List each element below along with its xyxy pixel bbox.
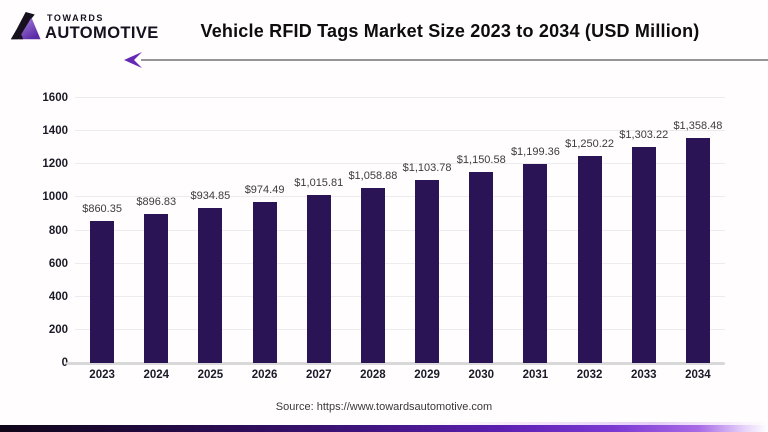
- y-axis: 0 200 400 600 800 1000 1200 1400 1600: [18, 92, 68, 369]
- bar-value-label: $1,058.88: [348, 169, 398, 182]
- bar-value-label: $1,303.22: [619, 129, 669, 142]
- bar-value-label: $974.49: [244, 183, 285, 196]
- bar: [469, 172, 494, 363]
- gridline: [75, 262, 725, 264]
- page-title: Vehicle RFID Tags Market Size 2023 to 20…: [200, 21, 700, 41]
- y-tick-label: 400: [48, 290, 68, 303]
- gridline: [75, 97, 725, 98]
- x-tick-label: 2033: [630, 369, 657, 381]
- bar: [360, 187, 385, 363]
- x-axis: 2023 2024 2025 2026 2027 2028 2029 2030 2031 2032…: [75, 369, 725, 387]
- gridline: [75, 196, 725, 198]
- y-tick-label: 1400: [42, 125, 68, 138]
- bar-value-label: $896.83: [136, 196, 177, 209]
- bar-value-label: $1,103.78: [402, 162, 452, 175]
- y-tick-label: 1200: [42, 158, 68, 171]
- y-tick-label: 1000: [42, 191, 68, 204]
- bar: [144, 214, 169, 363]
- bar-value-label: $934.85: [190, 190, 231, 203]
- divider-line: [141, 59, 768, 61]
- plot-area: $860.35 $896.83 $934.85 $974.49 $1,015.81 $1,…: [66, 97, 725, 365]
- bar-value-label: $1,358.48: [673, 120, 723, 133]
- bar: [252, 201, 277, 363]
- brand-line-bottom: AUTOMOTIVE: [45, 23, 159, 42]
- bar: [415, 180, 440, 363]
- bar: [685, 138, 710, 363]
- bottom-strip-glow: [0, 422, 768, 425]
- bar: [90, 220, 115, 363]
- bar: [198, 208, 223, 363]
- bar-value-label: $1,250.22: [565, 137, 615, 150]
- bar: [306, 194, 331, 363]
- bar-value-label: $1,199.36: [510, 146, 560, 159]
- gridline: [75, 130, 725, 132]
- source-text: Source: https://www.towardsautomotive.co…: [275, 401, 493, 413]
- x-axis-baseline: [66, 362, 725, 365]
- x-tick-label: 2025: [197, 369, 224, 381]
- y-tick-label: 0: [61, 357, 68, 369]
- gridline: [75, 163, 725, 165]
- brand-line-top: TOWARDS: [47, 12, 105, 23]
- bottom-gradient-strip: [0, 425, 768, 432]
- x-tick-label: 2024: [143, 369, 170, 381]
- bar: [577, 155, 602, 363]
- x-tick-label: 2034: [685, 369, 711, 381]
- x-tick-label: 2026: [251, 369, 278, 381]
- gridline: [75, 295, 725, 297]
- arrow-left-icon: [124, 52, 142, 68]
- y-tick-label: 1600: [42, 92, 68, 104]
- y-tick-label: 800: [48, 224, 68, 237]
- brand-logo: TOWARDS AUTOMOTIVE: [10, 11, 159, 41]
- x-tick-label: 2030: [468, 369, 495, 381]
- gridline: [75, 229, 725, 231]
- logo-a-mark-icon: [10, 11, 41, 40]
- x-tick-label: 2032: [576, 369, 603, 381]
- x-tick-label: 2029: [414, 369, 440, 381]
- bar: [631, 147, 656, 363]
- bar-value-label: $860.35: [82, 202, 122, 215]
- bar-value-label: $1,150.58: [456, 154, 506, 167]
- bar: [523, 164, 548, 363]
- x-tick-label: 2031: [522, 369, 549, 381]
- x-tick-label: 2023: [89, 369, 115, 381]
- y-tick-label: 600: [48, 257, 68, 270]
- x-tick-label: 2027: [305, 369, 332, 381]
- bar-value-label: $1,015.81: [294, 176, 344, 189]
- x-tick-label: 2028: [360, 369, 386, 381]
- y-tick-label: 200: [48, 323, 68, 336]
- gridline: [75, 328, 725, 330]
- brand-text: TOWARDS AUTOMOTIVE: [45, 12, 159, 42]
